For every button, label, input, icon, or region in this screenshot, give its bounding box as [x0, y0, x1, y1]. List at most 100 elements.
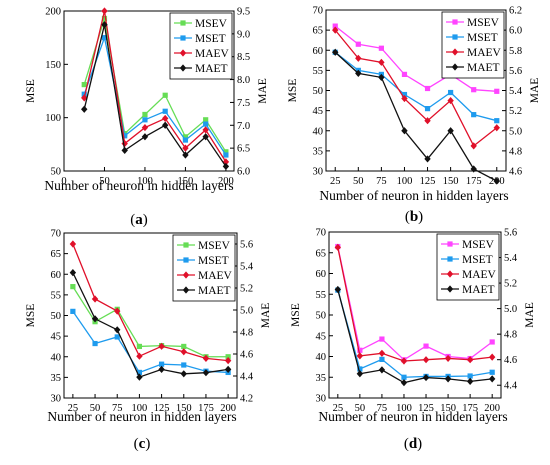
- data-point-diamond: [182, 151, 189, 159]
- series-maet: [334, 285, 496, 387]
- y-right-tick-label: 5.0: [504, 304, 517, 315]
- series-maet: [69, 269, 232, 381]
- data-point-diamond: [356, 370, 364, 378]
- y-right-tick-label: 5.2: [509, 106, 522, 117]
- data-point-square: [357, 347, 363, 353]
- y-right-axis-label: MAE: [524, 302, 536, 328]
- panel-label-open: (: [130, 212, 135, 228]
- data-point-diamond: [378, 58, 385, 66]
- data-point-square: [101, 35, 108, 41]
- x-tick-label: 175: [198, 403, 214, 414]
- y-left-tick-label: 70: [313, 6, 324, 17]
- series-msev: [81, 15, 229, 155]
- data-point-square: [424, 85, 431, 92]
- x-tick-label: 75: [377, 403, 388, 414]
- panel-label: (b): [405, 209, 423, 225]
- chart-panel-b: 2550751001251501752003035404550556065704…: [287, 6, 541, 226]
- data-point-diamond: [447, 127, 454, 135]
- y-left-tick-label: 50: [51, 311, 62, 322]
- y-left-tick-label: 40: [51, 352, 62, 363]
- legend-label: MAEV: [467, 47, 502, 59]
- data-point-diamond: [470, 142, 477, 150]
- data-point-square: [70, 284, 76, 290]
- x-tick-label: 150: [440, 403, 456, 414]
- data-point-diamond: [101, 21, 108, 29]
- series-line: [83, 18, 227, 153]
- y-left-axis-label: MSE: [287, 79, 299, 103]
- legend-label: MAEV: [198, 270, 233, 282]
- y-right-tick-label: 5.0: [509, 126, 522, 137]
- y-right-tick-label: 5.6: [509, 66, 522, 77]
- data-point-square: [447, 256, 453, 262]
- data-point-diamond: [141, 133, 149, 141]
- data-point-square: [401, 91, 408, 98]
- x-tick-label: 200: [484, 403, 500, 414]
- x-tick-label: 100: [396, 403, 412, 414]
- data-point-diamond: [378, 73, 385, 82]
- legend-label: MAEV: [195, 48, 230, 60]
- panel-label-letter: d: [409, 436, 418, 452]
- data-point-diamond: [91, 315, 99, 323]
- y-left-tick-label: 150: [45, 60, 61, 71]
- data-point-square: [142, 117, 148, 123]
- y-right-tick-label: 8.0: [237, 75, 250, 86]
- series-line: [334, 29, 498, 147]
- data-point-diamond: [493, 177, 500, 185]
- series-mset: [81, 35, 229, 158]
- x-tick-label: 75: [112, 403, 123, 414]
- legend: MSEV MSET MAEV MAET: [436, 233, 500, 301]
- x-tick-label: 25: [68, 403, 79, 414]
- x-tick-label: 50: [355, 403, 366, 414]
- data-point-square: [378, 45, 384, 51]
- series-maet: [332, 48, 500, 185]
- y-right-tick-label: 9.0: [237, 29, 250, 40]
- legend-label: MSET: [195, 33, 226, 45]
- y-right-tick-label: 4.2: [240, 394, 253, 405]
- data-point-square: [183, 242, 189, 248]
- y-right-tick-label: 4.8: [504, 330, 517, 341]
- legend-item-mset: MSET: [174, 33, 226, 45]
- series-line: [337, 247, 493, 362]
- data-point-square: [357, 366, 363, 372]
- x-tick-label: 150: [178, 176, 194, 187]
- data-point-diamond: [334, 285, 342, 294]
- data-point-diamond: [451, 63, 459, 71]
- data-point-diamond: [222, 162, 230, 171]
- data-point-square: [401, 71, 408, 77]
- data-point-diamond: [182, 144, 189, 152]
- y-right-axis-label: MAE: [529, 78, 541, 104]
- data-point-diamond: [69, 240, 77, 248]
- x-axis-label: Number of neuron in hidden layers: [44, 178, 233, 193]
- y-right-tick-label: 4.8: [240, 328, 253, 339]
- series-line: [334, 51, 497, 122]
- data-point-diamond: [424, 155, 431, 163]
- series-line: [72, 272, 229, 378]
- x-tick-label: 50: [99, 176, 110, 187]
- data-point-diamond: [202, 369, 210, 377]
- legend-label: MSET: [198, 255, 229, 267]
- y-left-tick-label: 45: [51, 332, 62, 343]
- y-left-tick-label: 50: [313, 86, 324, 97]
- panel-label: (d): [404, 436, 422, 452]
- y-left-tick-label: 55: [51, 290, 62, 301]
- legend-label: MSEV: [198, 240, 231, 252]
- data-point-diamond: [444, 354, 452, 363]
- y-left-tick-label: 40: [316, 352, 327, 363]
- y-left-tick-label: 30: [313, 167, 324, 178]
- y-right-tick-label: 7.5: [237, 98, 250, 109]
- x-tick-label: 125: [418, 403, 434, 414]
- panel-label-open: (: [405, 209, 410, 225]
- x-axis-label: Number of neuron in hidden layers: [47, 409, 236, 424]
- panel-label-open: (: [134, 436, 139, 452]
- series-maev: [332, 26, 500, 150]
- data-point-diamond: [179, 49, 187, 57]
- legend-item-maet: MAET: [441, 284, 495, 296]
- y-left-tick-label: 30: [51, 394, 62, 405]
- legend: MSEV MSET MAEV MAET: [441, 11, 505, 79]
- y-left-tick-label: 55: [313, 66, 324, 77]
- data-point-square: [355, 41, 361, 47]
- y-left-tick-label: 45: [316, 331, 327, 342]
- legend-item-maev: MAEV: [174, 48, 230, 60]
- y-left-tick-label: 30: [316, 394, 327, 405]
- data-point-diamond: [355, 69, 362, 77]
